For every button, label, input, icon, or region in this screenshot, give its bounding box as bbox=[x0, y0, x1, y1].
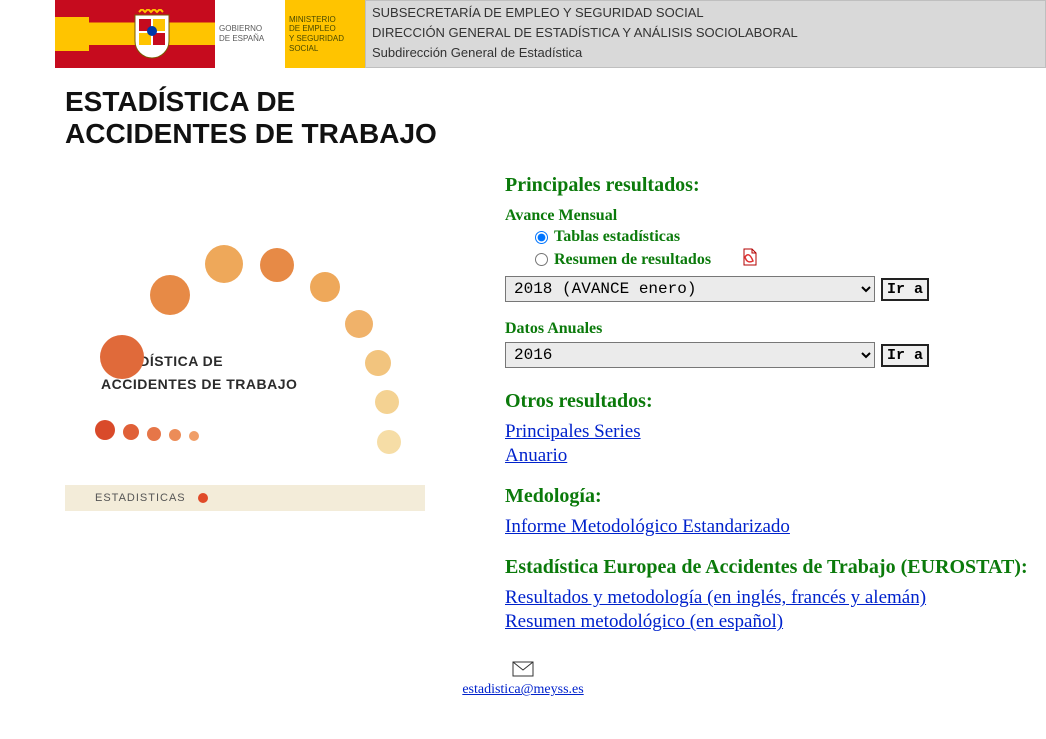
ministry-line3: Y SEGURIDAD SOCIAL bbox=[289, 34, 361, 53]
link-eurostat-results[interactable]: Resultados y metodología (en inglés, fra… bbox=[505, 587, 926, 608]
eurostat-heading: Estadística Europea de Accidentes de Tra… bbox=[505, 556, 1036, 579]
ministry-line2: DE EMPLEO bbox=[289, 24, 361, 34]
arc-dot-icon bbox=[310, 272, 340, 302]
spain-flag-icon bbox=[55, 0, 89, 68]
stats-label: ESTADISTICAS bbox=[95, 492, 186, 504]
radio-resumen-row[interactable]: Resumen de resultados bbox=[535, 247, 1036, 272]
footer-email-link[interactable]: estadistica@meyss.es bbox=[462, 682, 583, 697]
header: GOBIERNO DE ESPAÑA MINISTERIO DE EMPLEO … bbox=[0, 0, 1046, 68]
avance-label: Avance Mensual bbox=[505, 207, 1036, 225]
otros-heading: Otros resultados: bbox=[505, 390, 1036, 413]
row-dot-icon bbox=[123, 424, 139, 440]
gov-text: GOBIERNO DE ESPAÑA bbox=[215, 0, 285, 68]
principales-heading: Principales resultados: bbox=[505, 174, 1036, 197]
arc-dot-icon bbox=[345, 310, 373, 338]
row-dot-icon bbox=[189, 431, 199, 441]
go-datos-button[interactable]: Ir a bbox=[881, 344, 929, 367]
row-dot-icon bbox=[95, 420, 115, 440]
arc-dot-icon bbox=[375, 390, 399, 414]
stats-bar: ESTADISTICAS bbox=[65, 485, 425, 511]
page-title: ESTADÍSTICA DE ACCIDENTES DE TRABAJO bbox=[65, 86, 1046, 150]
arc-dot-icon bbox=[365, 350, 391, 376]
metodo-heading: Medología: bbox=[505, 485, 1036, 508]
link-principales-series[interactable]: Principales Series bbox=[505, 421, 641, 442]
link-anuario[interactable]: Anuario bbox=[505, 445, 567, 466]
radio-tablas-row[interactable]: Tablas estadísticas bbox=[535, 227, 1036, 247]
arc-dot-icon bbox=[205, 245, 243, 283]
select-datos-row: 2016 Ir a bbox=[505, 342, 1036, 368]
band-line2: DIRECCIÓN GENERAL DE ESTADÍSTICA Y ANÁLI… bbox=[372, 23, 1039, 43]
stats-dot-icon bbox=[198, 493, 208, 503]
band-line3: Subdirección General de Estadística bbox=[372, 43, 1039, 63]
mail-icon bbox=[512, 661, 534, 682]
arc-dot-icon bbox=[150, 275, 190, 315]
gov-line2: DE ESPAÑA bbox=[219, 34, 285, 44]
arc-dot-icon bbox=[377, 430, 401, 454]
datos-label: Datos Anuales bbox=[505, 320, 1036, 338]
ministry-line1: MINISTERIO bbox=[289, 15, 361, 25]
radio-tablas-label: Tablas estadísticas bbox=[554, 228, 680, 246]
footer: estadistica@meyss.es bbox=[0, 661, 1046, 698]
radio-tablas[interactable] bbox=[535, 231, 548, 244]
left-column: ESTADÍSTICA DE ACCIDENTES DE TRABAJO EST… bbox=[0, 170, 505, 635]
pdf-icon bbox=[741, 248, 759, 271]
gov-line1: GOBIERNO bbox=[219, 24, 285, 34]
grey-band: SUBSECRETARÍA DE EMPLEO Y SEGURIDAD SOCI… bbox=[365, 0, 1046, 68]
decor-graphic: ESTADÍSTICA DE ACCIDENTES DE TRABAJO EST… bbox=[65, 230, 445, 560]
gov-logo-block: GOBIERNO DE ESPAÑA MINISTERIO DE EMPLEO … bbox=[55, 0, 365, 68]
coat-of-arms-icon bbox=[89, 0, 215, 68]
radio-resumen-label: Resumen de resultados bbox=[554, 251, 711, 269]
radio-resumen[interactable] bbox=[535, 253, 548, 266]
go-avance-button[interactable]: Ir a bbox=[881, 278, 929, 301]
ministry-text: MINISTERIO DE EMPLEO Y SEGURIDAD SOCIAL bbox=[285, 0, 365, 68]
select-avance[interactable]: 2018 (AVANCE enero) bbox=[505, 276, 875, 302]
title-line2: ACCIDENTES DE TRABAJO bbox=[65, 118, 1046, 150]
title-line1: ESTADÍSTICA DE bbox=[65, 86, 1046, 118]
right-column: Principales resultados: Avance Mensual T… bbox=[505, 170, 1046, 635]
arc-dot-icon bbox=[260, 248, 294, 282]
select-avance-row: 2018 (AVANCE enero) Ir a bbox=[505, 276, 1036, 302]
main: ESTADÍSTICA DE ACCIDENTES DE TRABAJO EST… bbox=[0, 170, 1046, 635]
select-datos[interactable]: 2016 bbox=[505, 342, 875, 368]
band-line1: SUBSECRETARÍA DE EMPLEO Y SEGURIDAD SOCI… bbox=[372, 3, 1039, 23]
row-dot-icon bbox=[147, 427, 161, 441]
row-dot-icon bbox=[169, 429, 181, 441]
link-informe-metodologico[interactable]: Informe Metodológico Estandarizado bbox=[505, 516, 790, 537]
link-eurostat-resumen[interactable]: Resumen metodológico (en español) bbox=[505, 611, 783, 632]
